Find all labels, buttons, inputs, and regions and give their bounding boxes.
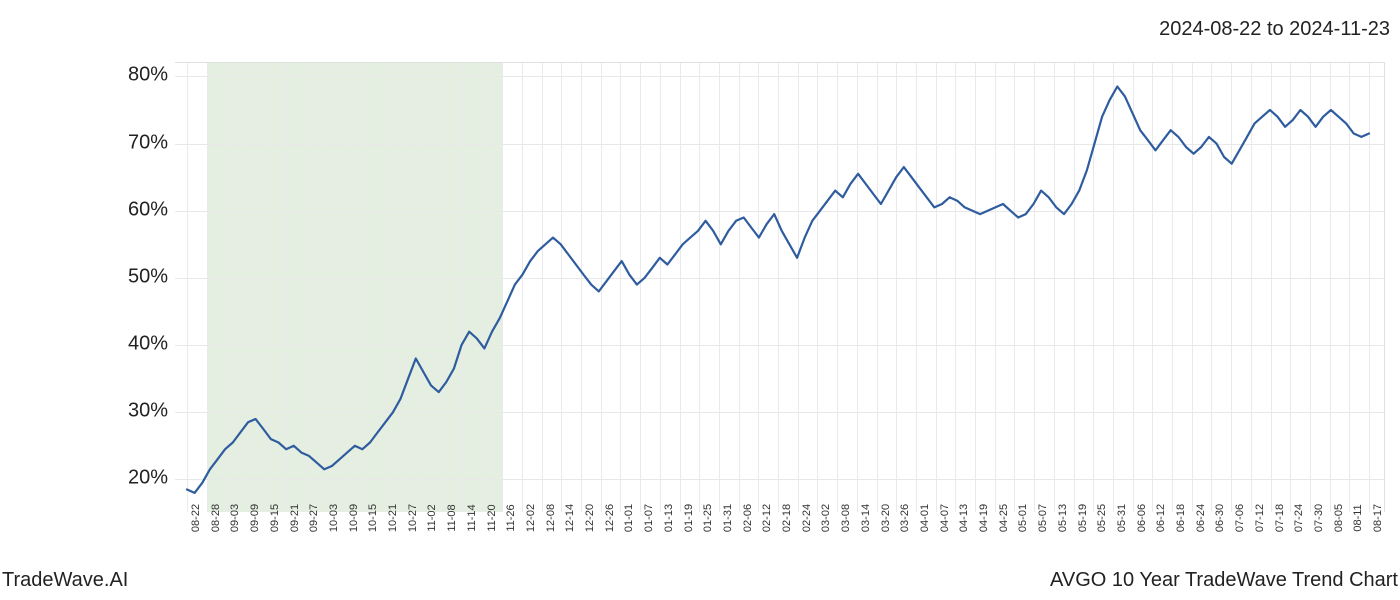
x-tick-label: 11-02 [426, 504, 438, 531]
x-tick-label: 03-02 [820, 504, 832, 532]
x-tick-label: 04-25 [998, 504, 1010, 532]
x-tick-label: 11-14 [466, 504, 478, 531]
x-tick-label: 12-02 [525, 504, 537, 532]
x-tick-label: 03-14 [860, 504, 872, 532]
x-tick-label: 06-18 [1175, 504, 1187, 532]
x-tick-label: 08-11 [1352, 504, 1364, 531]
x-tick-label: 02-06 [742, 504, 754, 532]
trend-chart [175, 62, 1385, 512]
x-tick-label: 01-19 [683, 504, 695, 532]
x-tick-label: 06-12 [1155, 504, 1167, 532]
x-tick-label: 12-14 [564, 504, 576, 532]
x-tick-label: 01-25 [702, 504, 714, 532]
x-tick-label: 04-13 [958, 504, 970, 532]
x-tick-label: 05-31 [1116, 504, 1128, 532]
x-tick-label: 09-21 [289, 504, 301, 532]
y-tick-label: 30% [128, 400, 168, 423]
x-tick-label: 11-26 [505, 504, 517, 531]
x-tick-label: 08-22 [190, 504, 202, 532]
x-tick-label: 09-15 [269, 504, 281, 532]
x-tick-label: 09-09 [249, 504, 261, 532]
x-tick-label: 04-07 [939, 504, 951, 532]
x-tick-label: 07-12 [1254, 504, 1266, 532]
y-tick-label: 20% [128, 467, 168, 490]
x-tick-label: 09-03 [229, 504, 241, 532]
x-tick-label: 04-01 [919, 504, 931, 532]
x-tick-label: 12-20 [584, 504, 596, 532]
x-tick-label: 02-18 [781, 504, 793, 532]
x-tick-label: 07-18 [1274, 504, 1286, 532]
x-tick-label: 09-27 [308, 504, 320, 532]
x-tick-label: 08-17 [1372, 504, 1384, 532]
x-tick-label: 01-07 [643, 504, 655, 532]
x-tick-label: 06-06 [1136, 504, 1148, 532]
date-range-label: 2024-08-22 to 2024-11-23 [1159, 18, 1390, 41]
x-tick-label: 12-26 [604, 504, 616, 532]
x-tick-label: 12-08 [545, 504, 557, 532]
x-tick-label: 08-28 [210, 504, 222, 532]
y-tick-label: 50% [128, 265, 168, 288]
x-tick-label: 10-15 [367, 504, 379, 532]
x-tick-label: 10-21 [387, 504, 399, 532]
x-tick-label: 01-13 [663, 504, 675, 532]
x-tick-label: 02-24 [801, 504, 813, 532]
x-tick-label: 02-12 [761, 504, 773, 532]
y-tick-label: 60% [128, 198, 168, 221]
x-tick-label: 10-27 [407, 504, 419, 532]
footer-brand: TradeWave.AI [2, 569, 128, 592]
x-tick-label: 06-24 [1195, 504, 1207, 532]
x-tick-label: 07-30 [1313, 504, 1325, 532]
x-tick-label: 05-13 [1057, 504, 1069, 532]
x-tick-label: 06-30 [1214, 504, 1226, 532]
x-tick-label: 01-31 [722, 504, 734, 532]
x-tick-label: 08-05 [1333, 504, 1345, 532]
line-series [175, 63, 1384, 512]
x-tick-label: 05-01 [1017, 504, 1029, 532]
y-tick-label: 80% [128, 64, 168, 87]
x-tick-label: 05-07 [1037, 504, 1049, 532]
x-tick-label: 05-25 [1096, 504, 1108, 532]
x-tick-label: 10-03 [328, 504, 340, 532]
x-tick-label: 07-06 [1234, 504, 1246, 532]
y-tick-label: 70% [128, 131, 168, 154]
x-tick-label: 01-01 [623, 504, 635, 532]
x-tick-label: 11-08 [446, 504, 458, 531]
x-tick-label: 03-26 [899, 504, 911, 532]
x-tick-label: 03-08 [840, 504, 852, 532]
x-tick-label: 04-19 [978, 504, 990, 532]
x-tick-label: 05-19 [1077, 504, 1089, 532]
chart-title: AVGO 10 Year TradeWave Trend Chart [1050, 569, 1398, 592]
x-tick-label: 03-20 [880, 504, 892, 532]
x-tick-label: 07-24 [1293, 504, 1305, 532]
y-tick-label: 40% [128, 333, 168, 356]
x-tick-label: 10-09 [348, 504, 360, 532]
x-tick-label: 11-20 [486, 504, 498, 531]
